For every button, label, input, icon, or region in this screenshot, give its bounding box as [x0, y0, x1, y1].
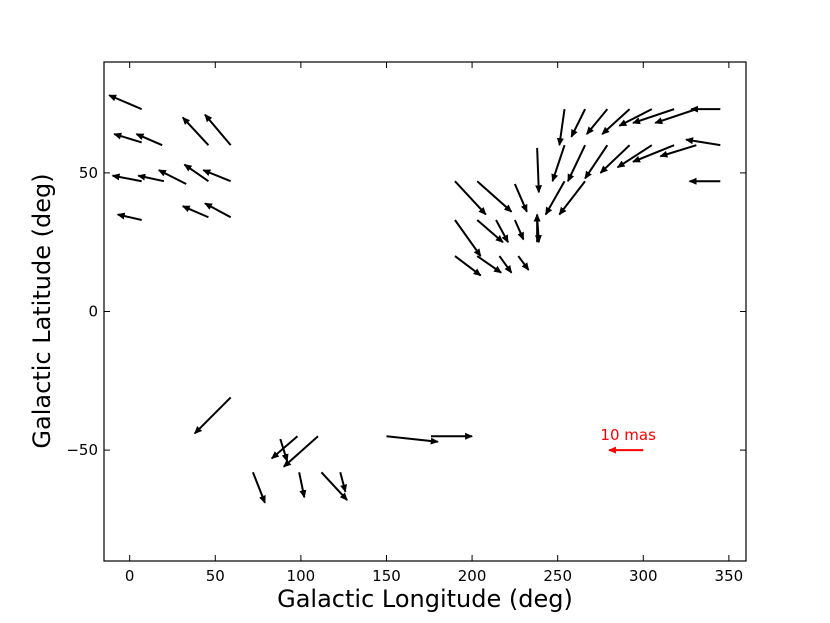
y-tick-label: 50 [79, 164, 98, 182]
motion-arrow [584, 144, 609, 180]
motion-arrow [454, 219, 482, 257]
motion-arrow [513, 183, 528, 213]
motion-arrow [181, 205, 209, 219]
x-tick-label: 200 [458, 567, 487, 585]
motion-arrow [202, 169, 232, 183]
motion-arrow [252, 471, 266, 504]
motion-arrow [567, 144, 586, 183]
motion-arrow [495, 219, 509, 244]
motion-arrow [535, 147, 543, 194]
motion-arrow [476, 180, 513, 213]
y-tick-label: −50 [66, 441, 98, 459]
motion-arrow [558, 180, 586, 216]
motion-arrow [113, 132, 142, 144]
x-tick-label: 100 [287, 567, 316, 585]
motion-arrow [271, 435, 299, 460]
motion-arrow [454, 255, 482, 277]
x-tick-label: 250 [543, 567, 572, 585]
x-tick-label: 350 [715, 567, 744, 585]
motion-arrow [659, 144, 697, 158]
motion-arrow [157, 169, 187, 185]
x-tick-label: 150 [372, 567, 401, 585]
motion-arrow [476, 255, 503, 274]
motion-arrow [116, 212, 142, 221]
motion-arrow [194, 396, 232, 435]
motion-arrow [570, 108, 586, 138]
motion-arrow [108, 94, 143, 111]
motion-arrow [476, 219, 504, 243]
x-tick-label: 0 [125, 567, 135, 585]
motion-arrow [279, 438, 289, 463]
motion-arrow [204, 202, 232, 219]
scale-label: 10 mas [600, 426, 656, 444]
motion-arrow [586, 108, 609, 135]
motion-arrow [320, 471, 348, 501]
y-axis-label: Galactic Latitude (deg) [28, 173, 56, 448]
motion-arrow [182, 116, 210, 146]
motion-arrow [685, 137, 721, 147]
motion-arrow [513, 219, 525, 241]
motion-arrow [517, 255, 530, 271]
motion-arrow [137, 173, 165, 183]
motion-arrow [454, 180, 487, 216]
motion-arrow [599, 144, 631, 174]
motion-arrow [544, 180, 566, 216]
x-axis-label: Galactic Longitude (deg) [277, 585, 573, 613]
motion-arrow [339, 472, 347, 493]
arrows-layer [108, 94, 721, 504]
scale-bar: 10 mas [600, 426, 656, 454]
motion-arrow [632, 108, 675, 125]
motion-arrow [632, 144, 675, 163]
motion-arrow [551, 144, 566, 183]
motion-arrow [298, 472, 307, 499]
motion-arrow [111, 173, 142, 183]
motion-arrow [556, 108, 566, 147]
x-tick-label: 300 [629, 567, 658, 585]
motion-arrow [498, 255, 513, 274]
y-tick-label: 0 [88, 303, 98, 321]
x-tick-label: 50 [206, 567, 225, 585]
motion-arrow [601, 108, 631, 135]
motion-arrow [135, 133, 163, 147]
axis-ticks: 0 50 100 150 200 250 300 350 −50 0 50 [66, 62, 746, 585]
motion-arrow [204, 113, 232, 146]
motion-arrow [183, 163, 210, 183]
plot-frame [103, 61, 747, 562]
motion-arrow [654, 108, 697, 125]
motion-arrow [386, 435, 439, 445]
motion-arrow [283, 435, 319, 468]
